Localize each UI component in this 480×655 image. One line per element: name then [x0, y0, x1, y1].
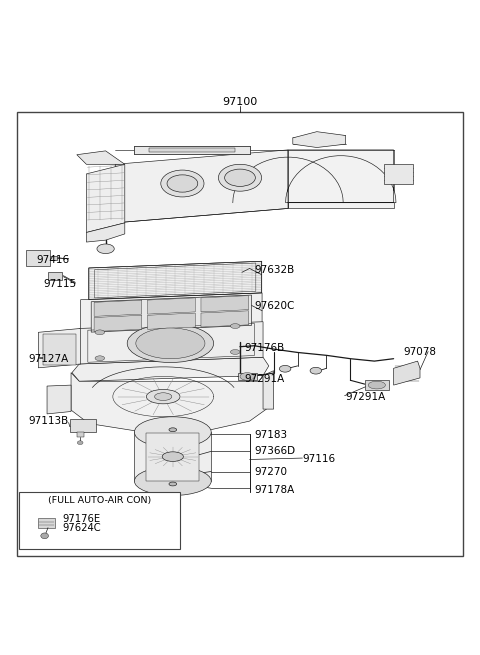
Ellipse shape	[167, 175, 198, 192]
Text: 97620C: 97620C	[254, 301, 295, 311]
Ellipse shape	[218, 164, 262, 191]
Polygon shape	[48, 272, 62, 280]
Text: 97632B: 97632B	[254, 265, 295, 275]
Polygon shape	[94, 315, 142, 331]
Ellipse shape	[225, 169, 255, 187]
Ellipse shape	[310, 367, 322, 374]
Text: 97183: 97183	[254, 430, 288, 441]
Ellipse shape	[134, 467, 211, 495]
Ellipse shape	[230, 350, 240, 354]
Text: 97366D: 97366D	[254, 446, 296, 457]
Polygon shape	[149, 147, 235, 153]
Polygon shape	[77, 432, 84, 437]
Text: 97116: 97116	[302, 455, 336, 464]
Text: 97291A: 97291A	[245, 374, 285, 384]
Polygon shape	[394, 361, 420, 385]
Polygon shape	[77, 151, 125, 164]
Text: 97270: 97270	[254, 468, 288, 477]
Ellipse shape	[162, 452, 183, 461]
Polygon shape	[263, 371, 274, 409]
Polygon shape	[50, 255, 57, 260]
Polygon shape	[365, 381, 389, 390]
Ellipse shape	[146, 390, 180, 404]
Ellipse shape	[230, 324, 240, 328]
Polygon shape	[86, 164, 125, 233]
Text: 97127A: 97127A	[29, 354, 69, 364]
Ellipse shape	[279, 365, 291, 372]
Text: 97416: 97416	[36, 255, 69, 265]
Polygon shape	[288, 150, 394, 208]
Polygon shape	[38, 518, 55, 528]
Polygon shape	[86, 223, 125, 242]
Ellipse shape	[169, 428, 177, 432]
Polygon shape	[89, 261, 262, 299]
Ellipse shape	[97, 244, 114, 253]
Polygon shape	[201, 295, 249, 312]
Polygon shape	[38, 328, 81, 368]
Ellipse shape	[41, 533, 48, 538]
Polygon shape	[94, 300, 142, 316]
Ellipse shape	[134, 417, 211, 447]
Ellipse shape	[161, 170, 204, 197]
Text: 97178A: 97178A	[254, 485, 295, 495]
Polygon shape	[71, 373, 269, 431]
Polygon shape	[26, 250, 50, 266]
Polygon shape	[79, 322, 263, 364]
Ellipse shape	[368, 381, 385, 389]
Text: 97176B: 97176B	[245, 343, 285, 352]
Text: 97113B: 97113B	[29, 416, 69, 426]
Ellipse shape	[155, 393, 172, 400]
Ellipse shape	[240, 373, 254, 381]
Polygon shape	[146, 433, 199, 481]
Bar	[19, 492, 180, 550]
Polygon shape	[134, 146, 250, 154]
Polygon shape	[238, 373, 257, 381]
Ellipse shape	[169, 482, 177, 486]
Ellipse shape	[127, 324, 214, 362]
Polygon shape	[147, 313, 195, 329]
Text: 97624C: 97624C	[62, 523, 101, 533]
Text: 97176E: 97176E	[62, 514, 100, 525]
Text: 97100: 97100	[222, 97, 258, 107]
Bar	[43, 334, 76, 365]
Polygon shape	[81, 293, 262, 334]
Polygon shape	[293, 132, 346, 147]
Polygon shape	[72, 357, 269, 381]
Polygon shape	[147, 298, 195, 314]
Polygon shape	[286, 150, 396, 202]
Polygon shape	[115, 150, 288, 223]
Text: 97115: 97115	[43, 279, 76, 290]
Ellipse shape	[77, 441, 83, 445]
Text: (FULL AUTO-AIR CON): (FULL AUTO-AIR CON)	[48, 496, 151, 506]
Ellipse shape	[95, 356, 105, 361]
Polygon shape	[47, 385, 71, 414]
Polygon shape	[201, 310, 249, 327]
Polygon shape	[134, 432, 211, 481]
Ellipse shape	[136, 328, 205, 359]
Text: 97291A: 97291A	[346, 392, 386, 402]
Text: 97078: 97078	[403, 347, 436, 358]
Polygon shape	[70, 419, 96, 432]
Polygon shape	[91, 295, 252, 332]
Polygon shape	[384, 164, 413, 183]
Ellipse shape	[95, 330, 105, 335]
